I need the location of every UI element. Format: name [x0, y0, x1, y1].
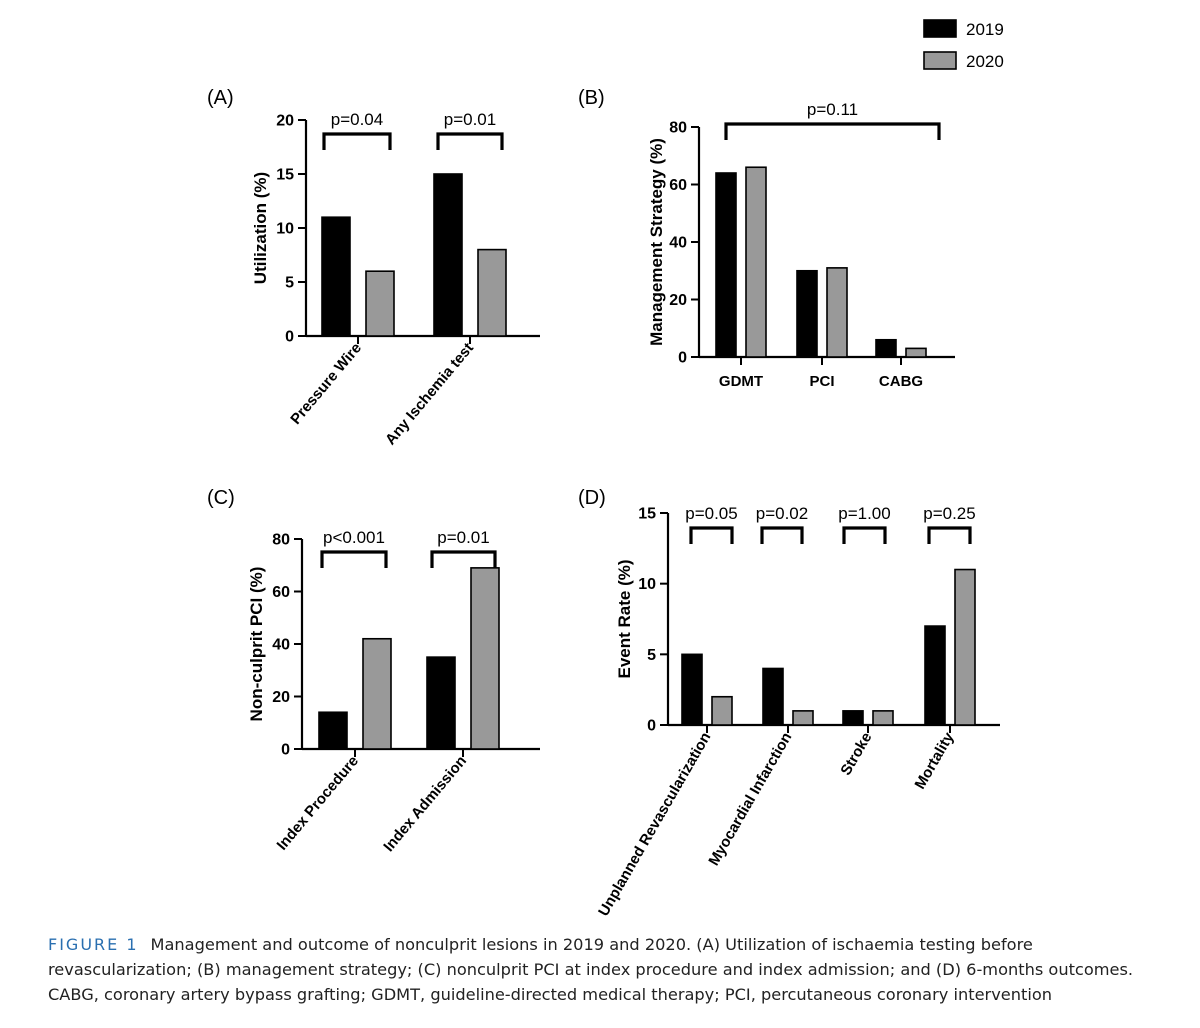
bar-unplanned-revascularization-2020 — [711, 695, 733, 726]
panel-label: (A) — [207, 87, 234, 109]
panel-label: (C) — [207, 487, 235, 509]
significance-bracket — [689, 526, 734, 544]
significance-bracket — [760, 526, 804, 544]
bar-index-procedure-2020 — [362, 637, 392, 750]
p-value-label: p=1.00 — [838, 504, 890, 523]
p-value-label: p=0.05 — [685, 504, 737, 523]
y-tick-label: 80 — [669, 120, 687, 137]
chart-panels: (A) Utilization (%) 0 5 10 15 20 Pressure Wire A… — [207, 87, 1000, 919]
y-axis-title: Utilization (%) — [251, 172, 270, 284]
p-value-label: p=0.01 — [437, 528, 489, 547]
bar-pci-2019 — [796, 269, 818, 358]
y-tick-label: 15 — [638, 506, 656, 523]
p-value-label: p=0.04 — [331, 110, 383, 129]
x-tick-label-unplanned-revascularization: Unplanned Revascularization — [595, 730, 714, 920]
significance-bracket — [724, 122, 941, 140]
significance-bracket — [430, 550, 497, 568]
bar-pressure-wire-2020 — [365, 270, 395, 337]
panel-label: (D) — [578, 487, 606, 509]
x-tick-label-pressure-wire: Pressure Wire — [287, 340, 365, 428]
y-tick-label: 0 — [647, 718, 656, 735]
bar-myocardial-infarction-2019 — [762, 667, 784, 726]
significance-bracket — [322, 132, 392, 150]
x-tick-label-index-admission: Index Admission — [380, 753, 470, 855]
y-tick-label: 60 — [669, 177, 687, 194]
y-tick-label: 40 — [272, 637, 290, 654]
y-tick-label: 5 — [285, 275, 294, 292]
p-value-label: p<0.001 — [323, 528, 385, 547]
legend-label-2020: 2020 — [966, 52, 1004, 71]
chart-panel-a: (A) Utilization (%) 0 5 10 15 20 Pressure Wire A… — [207, 87, 540, 448]
bar-mortality-2020 — [954, 568, 976, 726]
x-tick-label-mortality: Mortality — [911, 729, 957, 792]
y-tick-label: 0 — [281, 742, 290, 759]
bar-any-ischemia-test-2019 — [433, 173, 463, 337]
bar-gdmt-2019 — [715, 172, 737, 358]
p-value-label: p=0.11 — [807, 100, 858, 119]
chart-panel-d: (D) Event Rate (%) 0 5 10 15 Unplanned Revascu… — [578, 487, 1000, 919]
bar-any-ischemia-test-2020 — [477, 248, 507, 337]
legend: 2019 2020 — [923, 19, 1004, 71]
bar-stroke-2019 — [842, 710, 864, 726]
y-tick-label: 5 — [647, 647, 656, 664]
bar-myocardial-infarction-2020 — [792, 710, 814, 726]
significance-bracket — [842, 526, 887, 544]
y-tick-label: 40 — [669, 235, 687, 252]
legend-label-2019: 2019 — [966, 20, 1004, 39]
figure-caption: FIGURE 1 Management and outcome of noncul… — [48, 932, 1166, 1007]
bar-cabg-2020 — [905, 347, 927, 358]
y-tick-label: 60 — [272, 584, 290, 601]
legend-swatch-2019 — [923, 19, 957, 38]
caption-text: Management and outcome of nonculprit les… — [48, 935, 1134, 1004]
y-tick-label: 15 — [276, 167, 294, 184]
y-axis-title: Event Rate (%) — [615, 559, 634, 678]
bar-index-admission-2020 — [470, 567, 500, 750]
chart-panel-b: (B) Management Strategy (%) 0 20 40 60 80 GDMT P… — [578, 87, 955, 390]
y-tick-label: 10 — [638, 576, 656, 593]
bar-gdmt-2020 — [745, 166, 767, 358]
p-value-label: p=0.25 — [923, 504, 975, 523]
chart-panel-c: (C) Non-culprit PCI (%) 0 20 40 60 80 Index Pro… — [207, 487, 540, 855]
figure-label: FIGURE 1 — [48, 935, 139, 954]
bar-pressure-wire-2019 — [321, 216, 351, 337]
p-value-label: p=0.02 — [756, 504, 808, 523]
bar-pci-2020 — [826, 267, 848, 358]
panel-label: (B) — [578, 87, 605, 109]
bar-unplanned-revascularization-2019 — [681, 653, 703, 726]
significance-bracket — [436, 132, 504, 150]
y-axis-title: Management Strategy (%) — [647, 138, 666, 346]
y-axis-title: Non-culprit PCI (%) — [247, 567, 266, 722]
x-tick-label-stroke: Stroke — [837, 730, 875, 779]
x-tick-label-myocardial-infarction: Myocardial Infarction — [705, 730, 795, 869]
bar-index-admission-2019 — [426, 656, 456, 750]
x-tick-label-cabg: CABG — [879, 373, 923, 390]
y-tick-label: 20 — [669, 292, 687, 309]
bar-stroke-2020 — [872, 710, 894, 726]
bar-mortality-2019 — [924, 625, 946, 726]
x-tick-label-index-procedure: Index Procedure — [273, 753, 362, 854]
y-tick-label: 10 — [276, 221, 294, 238]
significance-bracket — [927, 526, 972, 544]
y-tick-label: 0 — [678, 350, 687, 367]
bar-index-procedure-2019 — [318, 711, 348, 750]
x-tick-label-pci: PCI — [809, 373, 834, 390]
legend-swatch-2020 — [923, 51, 957, 70]
p-value-label: p=0.01 — [444, 110, 496, 129]
x-tick-label-any-ischemia-test: Any Ischemia test — [382, 340, 477, 449]
y-tick-label: 20 — [276, 113, 294, 130]
y-tick-label: 0 — [285, 329, 294, 346]
y-tick-label: 20 — [272, 689, 290, 706]
significance-bracket — [320, 550, 388, 568]
bar-cabg-2019 — [875, 338, 897, 358]
x-tick-label-gdmt: GDMT — [719, 373, 763, 390]
y-tick-label: 80 — [272, 532, 290, 549]
